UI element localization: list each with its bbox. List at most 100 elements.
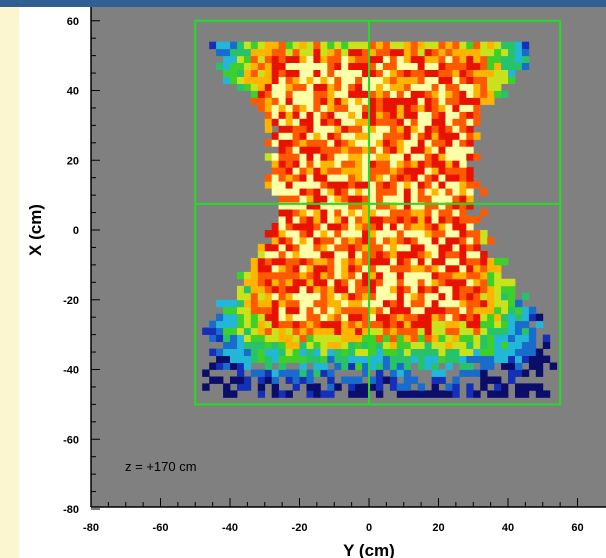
heatmap-cell <box>466 237 474 245</box>
heatmap-cell <box>299 76 307 84</box>
heatmap-cell <box>292 76 300 84</box>
heatmap-cell <box>250 355 259 363</box>
heatmap-cell <box>466 334 474 342</box>
heatmap-cell <box>292 285 300 294</box>
heatmap-cell <box>459 41 467 50</box>
heatmap-cell <box>473 118 481 126</box>
heatmap-cell <box>306 104 314 112</box>
heatmap-cell <box>285 237 293 245</box>
heatmap-cell <box>424 111 432 119</box>
heatmap-cell <box>466 132 474 140</box>
heatmap-cell <box>487 299 495 308</box>
heatmap-cell <box>382 132 391 140</box>
heatmap-cell <box>355 174 363 182</box>
heatmap-cell <box>403 181 412 189</box>
heatmap-cell <box>535 313 544 322</box>
heatmap-cell <box>264 230 273 238</box>
heatmap-cell <box>528 334 537 342</box>
heatmap-cell <box>334 383 342 391</box>
heatmap-cell <box>299 153 307 161</box>
heatmap-cell <box>480 341 488 349</box>
heatmap-cell <box>452 153 460 161</box>
heatmap-cell <box>452 250 460 259</box>
heatmap-cell <box>515 327 523 335</box>
heatmap-cell <box>362 237 370 245</box>
heatmap-cell <box>299 160 307 168</box>
heatmap-cell <box>431 111 439 119</box>
heatmap-cell <box>243 355 252 363</box>
heatmap-cell <box>223 383 231 391</box>
heatmap-cell <box>452 174 460 182</box>
heatmap-cell <box>473 181 481 189</box>
heatmap-cell <box>515 41 523 50</box>
heatmap-cell <box>334 257 342 266</box>
heatmap-cell <box>438 111 446 119</box>
heatmap-cell <box>264 292 273 301</box>
heatmap-cell <box>223 334 231 342</box>
heatmap-cell <box>341 202 349 210</box>
heatmap-cell <box>410 257 419 266</box>
heatmap-cell <box>285 348 293 356</box>
heatmap-cell <box>264 69 273 77</box>
heatmap-cell <box>334 278 342 287</box>
heatmap-cell <box>375 383 384 391</box>
heatmap-cell <box>285 118 293 126</box>
heatmap-cell <box>369 376 377 384</box>
heatmap-cell <box>382 320 391 329</box>
heatmap-cell <box>382 195 391 203</box>
heatmap-cell <box>480 69 488 77</box>
heatmap-cell <box>257 69 266 77</box>
heatmap-cell <box>424 348 432 356</box>
heatmap-cell <box>459 76 467 84</box>
heatmap-cell <box>389 76 398 84</box>
heatmap-cell <box>431 292 439 301</box>
heatmap-cell <box>369 327 377 335</box>
heatmap-cell <box>410 313 419 322</box>
heatmap-cell <box>403 292 412 301</box>
heatmap-cell <box>278 285 286 294</box>
heatmap-cell <box>375 230 384 238</box>
heatmap-cell <box>250 278 259 287</box>
heatmap-cell <box>257 97 266 105</box>
heatmap-cell <box>334 125 342 133</box>
heatmap-cell <box>431 125 439 133</box>
heatmap-cell <box>369 104 377 112</box>
heatmap-cell <box>480 299 488 308</box>
heatmap-cell <box>501 341 509 349</box>
heatmap-cell <box>473 299 481 308</box>
heatmap-cell <box>355 334 363 342</box>
heatmap-cell <box>292 83 300 91</box>
heatmap-cell <box>313 90 321 98</box>
heatmap-cell <box>473 306 481 315</box>
heatmap-cell <box>445 181 453 189</box>
heatmap-cell <box>341 237 349 245</box>
heatmap-cell <box>223 390 231 398</box>
heatmap-cell <box>313 55 321 63</box>
heatmap-cell <box>292 292 300 301</box>
heatmap-cell <box>382 174 391 182</box>
heatmap-cell <box>278 167 286 175</box>
heatmap-cell <box>341 69 349 77</box>
heatmap-cell <box>473 97 481 105</box>
heatmap-cell <box>306 243 314 252</box>
heatmap-cell <box>257 299 266 308</box>
heatmap-cell <box>355 341 363 349</box>
heatmap-cell <box>445 139 453 147</box>
heatmap-cell <box>271 104 279 112</box>
heatmap-cell <box>466 104 474 112</box>
heatmap-cell <box>424 271 432 280</box>
heatmap-cell <box>299 188 307 196</box>
heatmap-cell <box>299 313 307 322</box>
heatmap-cell <box>278 237 286 245</box>
heatmap-cell <box>410 341 419 349</box>
heatmap-cell <box>348 90 356 98</box>
heatmap-cell <box>299 146 307 154</box>
heatmap-cell <box>313 334 321 342</box>
heatmap-cell <box>348 195 356 203</box>
heatmap-cell <box>473 237 481 245</box>
heatmap-cell <box>389 348 398 356</box>
heatmap-cell <box>480 313 488 322</box>
heatmap-cell <box>410 146 419 154</box>
heatmap-cell <box>466 285 474 294</box>
heatmap-cell <box>452 257 460 266</box>
